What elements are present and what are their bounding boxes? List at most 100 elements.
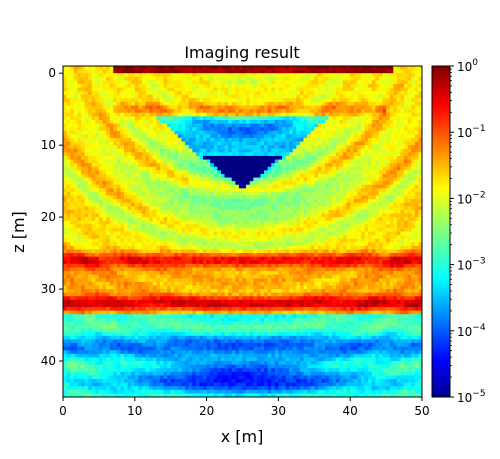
heatmap-cell: [282, 124, 286, 128]
heatmap-cell: [278, 131, 282, 135]
heatmap-cell: [329, 210, 333, 214]
heatmap-cell: [106, 116, 110, 120]
heatmap-cell: [307, 127, 311, 131]
heatmap-cell: [404, 196, 408, 200]
heatmap-cell: [386, 84, 390, 88]
heatmap-cell: [289, 127, 293, 131]
heatmap-cell: [361, 152, 365, 156]
heatmap-cell: [189, 106, 193, 110]
heatmap-cell: [300, 235, 304, 239]
heatmap-cell: [275, 174, 279, 178]
heatmap-cell: [149, 210, 153, 214]
heatmap-cell: [63, 152, 67, 156]
heatmap-cell: [386, 167, 390, 171]
heatmap-cell: [390, 174, 394, 178]
heatmap-cell: [102, 66, 106, 70]
heatmap-cell: [271, 242, 275, 246]
heatmap-cell: [250, 113, 254, 117]
heatmap-cell: [232, 174, 236, 178]
heatmap-cell: [199, 95, 203, 99]
heatmap-cell: [174, 152, 178, 156]
heatmap-cell: [336, 196, 340, 200]
heatmap-cell: [153, 224, 157, 228]
heatmap-cell: [142, 134, 146, 138]
heatmap-cell: [408, 210, 412, 214]
heatmap-cell: [67, 149, 71, 153]
heatmap-cell: [264, 149, 268, 153]
heatmap-cell: [257, 80, 261, 84]
heatmap-cell: [368, 102, 372, 106]
heatmap-cell: [393, 70, 397, 74]
heatmap-cell: [257, 181, 261, 185]
heatmap-cell: [181, 217, 185, 221]
heatmap-cell: [329, 235, 333, 239]
heatmap-cell: [250, 196, 254, 200]
heatmap-cell: [67, 116, 71, 120]
heatmap-cell: [225, 188, 229, 192]
heatmap-cell: [383, 199, 387, 203]
heatmap-cell: [228, 199, 232, 203]
heatmap-cell: [390, 206, 394, 210]
heatmap-cell: [293, 109, 297, 113]
heatmap-cell: [339, 206, 343, 210]
heatmap-cell: [386, 152, 390, 156]
heatmap-cell: [171, 217, 175, 221]
heatmap-cell: [178, 221, 182, 225]
heatmap-cell: [199, 149, 203, 153]
heatmap-cell: [311, 116, 315, 120]
heatmap-cell: [411, 70, 415, 74]
heatmap-cell: [189, 70, 193, 74]
heatmap-cell: [239, 235, 243, 239]
heatmap-cell: [357, 235, 361, 239]
heatmap-cell: [189, 199, 193, 203]
heatmap-cell: [171, 224, 175, 228]
heatmap-cell: [138, 170, 142, 174]
heatmap-cell: [217, 142, 221, 146]
heatmap-cell: [146, 66, 150, 70]
heatmap-cell: [156, 196, 160, 200]
heatmap-cell: [128, 98, 132, 102]
heatmap-cell: [397, 116, 401, 120]
heatmap-cell: [408, 178, 412, 182]
heatmap-cell: [77, 221, 81, 225]
heatmap-cell: [203, 196, 207, 200]
heatmap-cell: [243, 196, 247, 200]
heatmap-cell: [361, 70, 365, 74]
heatmap-cell: [311, 174, 315, 178]
heatmap-cell: [250, 156, 254, 160]
heatmap-cell: [415, 235, 419, 239]
heatmap-cell: [383, 120, 387, 124]
heatmap-cell: [128, 91, 132, 95]
heatmap-cell: [282, 116, 286, 120]
heatmap-cell: [332, 91, 336, 95]
heatmap-cell: [393, 152, 397, 156]
heatmap-cell: [357, 124, 361, 128]
heatmap-cell: [164, 174, 168, 178]
heatmap-cell: [379, 242, 383, 246]
heatmap-cell: [228, 113, 232, 117]
heatmap-cell: [149, 242, 153, 246]
heatmap-cell: [365, 210, 369, 214]
heatmap-cell: [300, 120, 304, 124]
heatmap-cell: [361, 116, 365, 120]
heatmap-cell: [329, 232, 333, 236]
heatmap-cell: [88, 192, 92, 196]
heatmap-cell: [207, 149, 211, 153]
heatmap-cell: [88, 116, 92, 120]
heatmap-cell: [232, 66, 236, 70]
heatmap-cell: [314, 77, 318, 81]
heatmap-cell: [411, 145, 415, 149]
heatmap-cell: [278, 134, 282, 138]
heatmap-cell: [260, 98, 264, 102]
heatmap-cell: [383, 66, 387, 70]
heatmap-cell: [102, 206, 106, 210]
heatmap-cell: [375, 73, 379, 77]
heatmap-cell: [171, 98, 175, 102]
heatmap-cell: [278, 206, 282, 210]
heatmap-cell: [74, 170, 78, 174]
heatmap-cell: [339, 66, 343, 70]
heatmap-cell: [192, 77, 196, 81]
heatmap-cell: [88, 203, 92, 207]
heatmap-cell: [368, 88, 372, 92]
heatmap-cell: [63, 217, 67, 221]
